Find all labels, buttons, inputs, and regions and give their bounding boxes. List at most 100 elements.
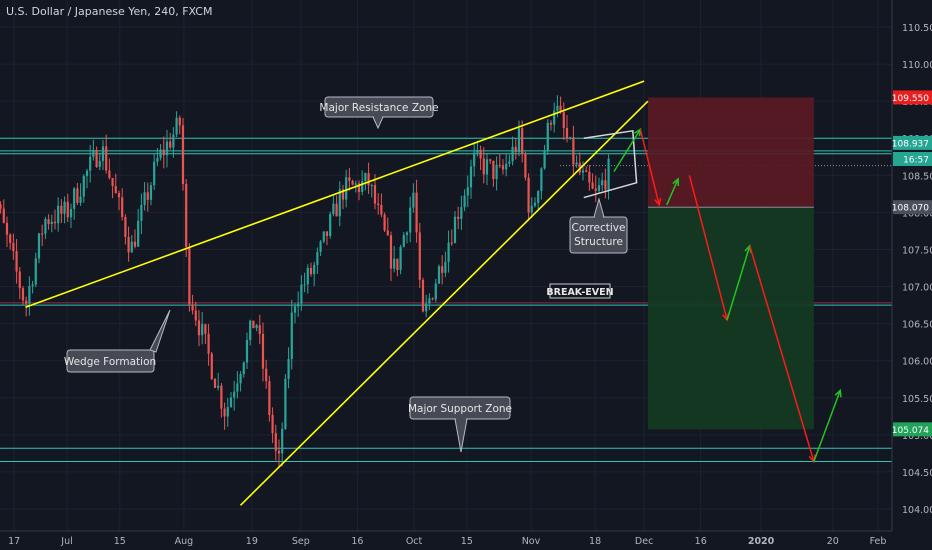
candle-body [501,165,505,170]
candle-body [5,222,9,235]
candle-body [37,233,41,259]
candle-body [348,177,351,181]
x-tick-label: 16 [351,536,363,547]
candle-body [281,428,284,454]
candle-body [498,164,501,166]
candle-body [153,161,156,186]
candle-body [60,205,63,214]
candle-body [277,450,281,454]
candle-body [514,146,517,153]
candle-body [217,385,220,388]
candle-body [290,312,293,360]
candle-body [351,180,354,185]
candle-body [562,112,565,128]
candle-body [364,173,367,182]
candle-body [31,284,34,287]
candle-body [412,192,415,208]
candle-body [540,168,543,191]
candle-body [389,235,393,269]
candle-body [50,221,53,225]
candle-body [143,192,146,205]
y-tick-label: 110.000 [902,60,932,71]
y-tick-label: 107.500 [902,245,932,256]
candle-body [489,159,492,161]
candle-body [114,185,117,194]
price-tag-label: 109.550 [892,94,929,104]
candle-body [284,378,287,429]
candle-body [415,192,418,233]
callout-corrective-label-1: Corrective [572,222,626,234]
projection-arrow-down [749,245,815,462]
candle-body [303,284,306,286]
candle-body [69,208,73,218]
candle-body [319,241,322,252]
candle-body [146,192,149,200]
wedge-trendline [239,100,649,506]
candle-body [204,324,207,334]
candle-body [309,267,313,275]
candle-body [229,397,233,408]
candle-body [607,158,610,190]
candle-body [2,208,5,223]
candle-body [559,105,562,113]
candle-body [508,161,511,164]
candle-body [121,197,124,218]
y-tick-label: 105.500 [902,394,932,405]
chart-title: U.S. Dollar / Japanese Yen, 240, FXCM [6,5,213,18]
candle-body [383,214,386,231]
candle-body [73,188,76,209]
candle-body [188,246,191,305]
x-tick-label: 2020 [748,536,775,547]
candle-body [133,241,137,247]
candle-body [255,325,258,329]
candle-body [565,127,569,139]
candle-body [137,220,140,247]
price-tag-bg [893,200,932,215]
candle-body [130,241,133,253]
candle-body [450,242,453,244]
candle-body [495,164,498,180]
candle-body [111,177,114,186]
candle-body [517,128,521,153]
candle-body [338,189,341,217]
candle-body [421,279,425,312]
candle-body [367,173,370,186]
candle-body [418,232,421,280]
candle-body [431,298,434,300]
y-tick-label: 104.000 [902,505,932,516]
candle-body [434,283,437,300]
candle-body [373,184,377,204]
candle-body [18,271,21,289]
candle-body [258,325,261,334]
callout-support-label: Major Support Zone [408,403,512,415]
time-axis[interactable]: 17 Jul 15 Aug 19 Sep 16 Oct 15 Nov 18 Dec 16 2020 20 Fe… [8,536,886,547]
candle-body [325,231,329,236]
candle-body [399,246,402,270]
candle-body [354,183,357,185]
corrective-structure-outline [583,129,638,199]
candle-body [169,141,172,148]
candle-body [95,149,98,167]
candle-body [597,185,601,191]
candle-body [345,177,348,200]
candle-body [197,320,201,336]
callout-wedge-label: Wedge Formation [64,356,156,368]
candle-body [453,216,457,243]
candle-body [172,134,175,148]
candle-body [124,217,127,237]
candle-body [527,177,530,213]
x-tick-label: Nov [522,536,541,547]
projection-arrowhead [834,388,842,398]
candle-body [274,433,277,451]
candle-body [127,236,130,253]
x-tick-label: Jul [60,536,72,547]
candle-body [341,189,345,200]
target-zone [647,207,814,430]
candle-body [396,258,399,270]
candle-body [485,159,489,175]
x-tick-label: 15 [461,536,473,547]
candle-body [220,385,223,409]
candle-body [521,128,524,154]
